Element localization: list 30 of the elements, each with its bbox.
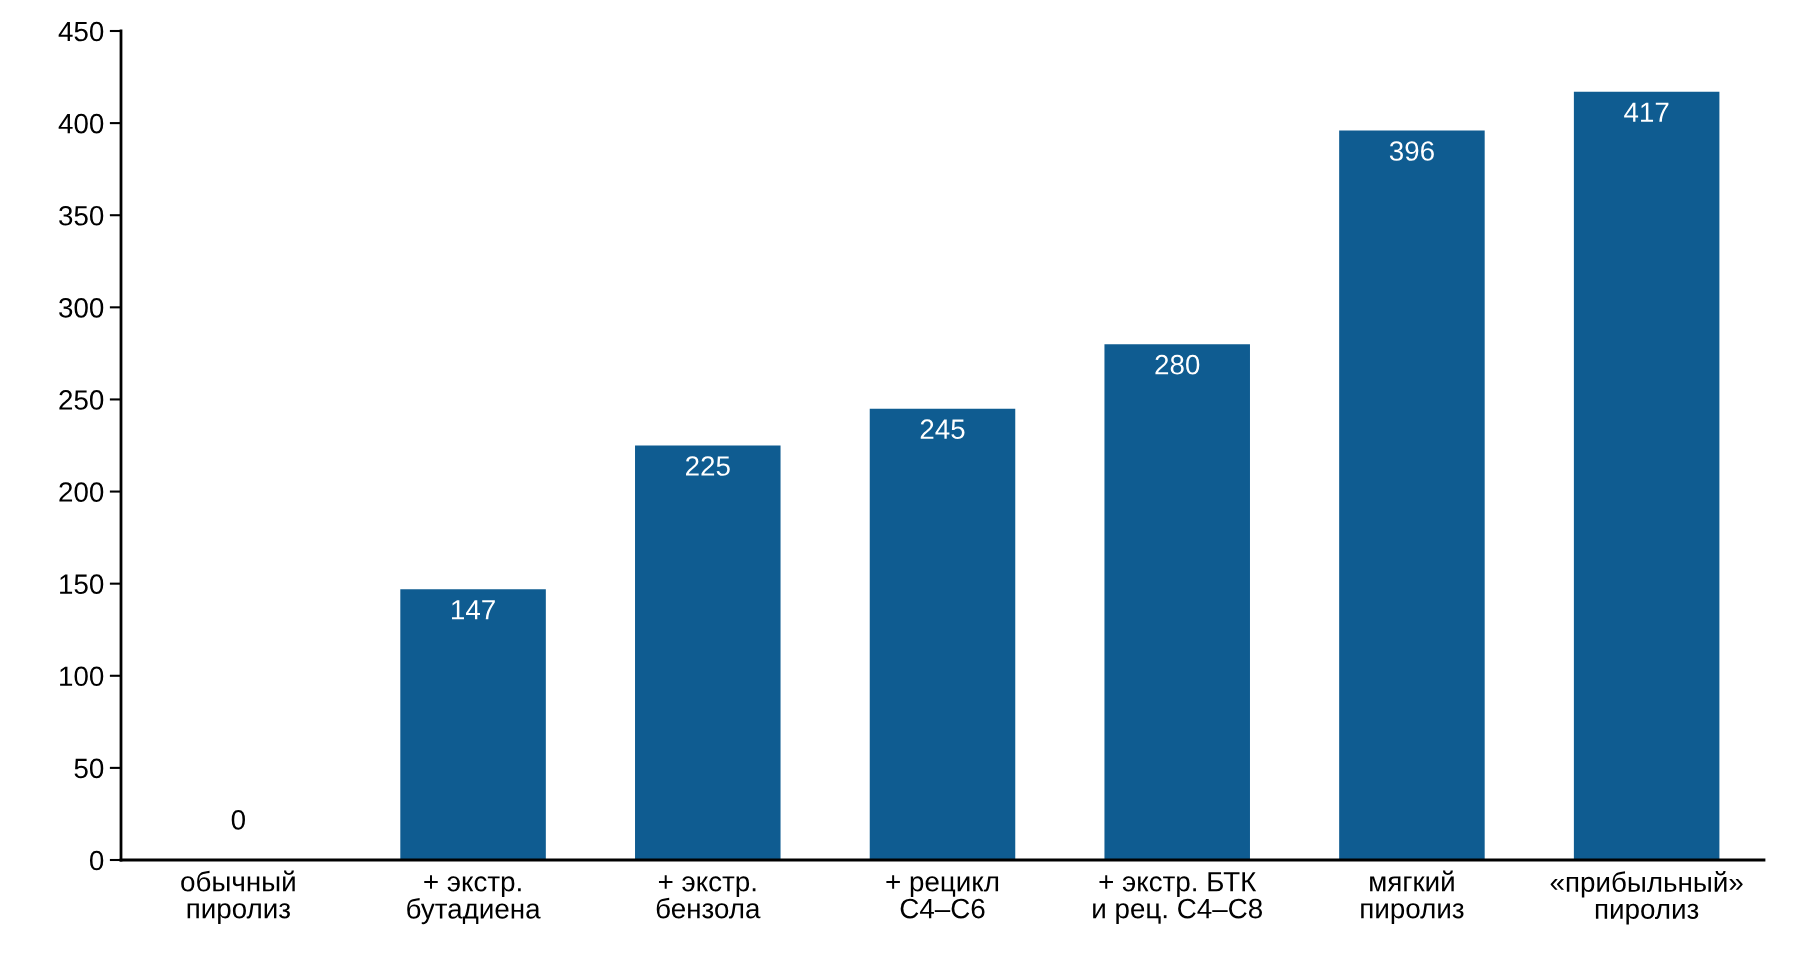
data-label: 147	[452, 600, 495, 620]
x-tick-label: «прибыльный» пиролиз	[1550, 871, 1743, 925]
y-tick-label: 450	[58, 21, 104, 42]
x-tick-label: + экстр. бутадиена	[407, 875, 541, 925]
y-tick-label: 150	[60, 574, 104, 595]
data-label: 0	[231, 809, 245, 830]
bar	[869, 408, 1016, 860]
y-tick-label: 100	[60, 666, 104, 687]
y-tick-label: 350	[59, 205, 104, 226]
data-label: 417	[1624, 102, 1669, 122]
x-tick-label: + экстр. БТК и рец. C4–C8	[1093, 872, 1262, 924]
data-label: 396	[1389, 141, 1434, 161]
data-label: 225	[686, 456, 730, 476]
bar	[1104, 344, 1250, 860]
y-tick-label: 400	[58, 113, 104, 134]
bar	[635, 445, 781, 860]
x-tick-label: + рецикл C4–C6	[886, 875, 999, 919]
y-tick-label: 50	[74, 758, 104, 779]
data-label: 280	[1155, 354, 1200, 375]
y-tick-label: 250	[59, 390, 104, 410]
y-tick-label: 0	[89, 850, 104, 871]
x-tick-label: + экстр. бензола	[656, 875, 761, 919]
bar	[400, 589, 546, 860]
y-tick-label: 200	[59, 482, 104, 502]
x-tick-label: обычный пиролиз	[181, 870, 295, 924]
bar	[1339, 130, 1485, 860]
bar	[1573, 91, 1720, 860]
x-tick-label: мягкий пиролиз	[1361, 870, 1464, 924]
data-label: 245	[920, 419, 965, 440]
y-tick-label: 300	[59, 298, 104, 318]
